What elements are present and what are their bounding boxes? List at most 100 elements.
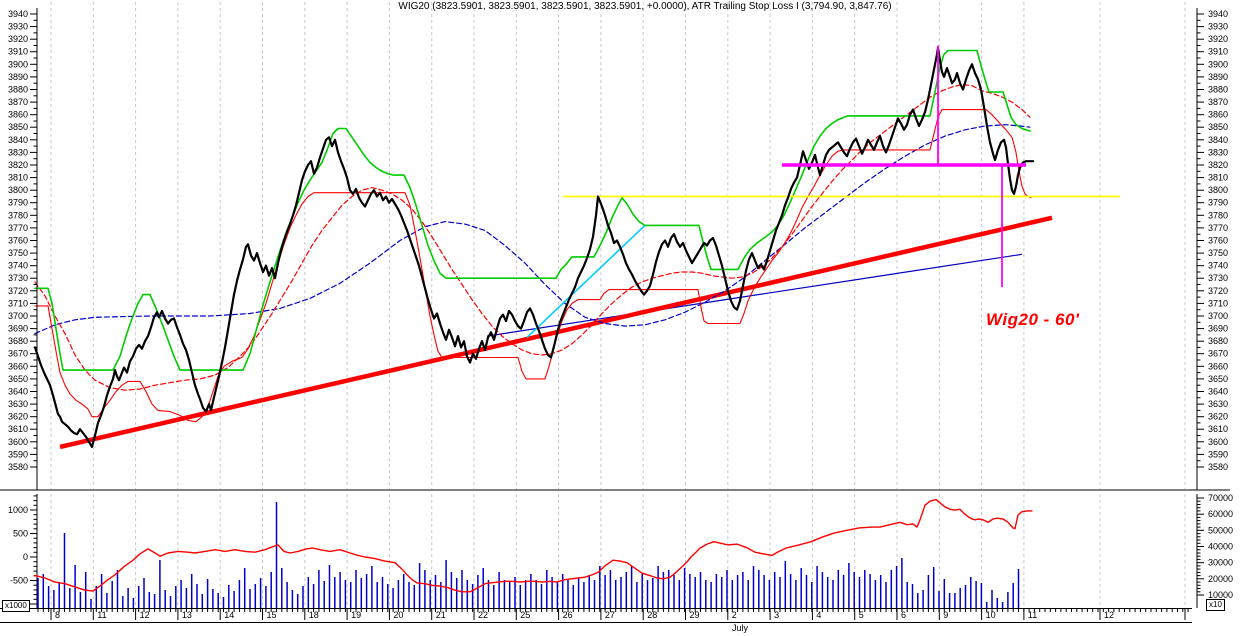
- svg-text:3800: 3800: [1208, 185, 1228, 195]
- red-atr-stop-series: [34, 109, 1032, 423]
- svg-text:-500: -500: [10, 576, 28, 586]
- svg-text:3940: 3940: [1208, 9, 1228, 19]
- svg-text:3890: 3890: [1208, 72, 1228, 82]
- svg-text:3610: 3610: [8, 424, 28, 434]
- svg-text:11: 11: [1028, 610, 1037, 620]
- svg-text:3810: 3810: [8, 173, 28, 183]
- svg-text:3650: 3650: [8, 374, 28, 384]
- svg-text:3760: 3760: [8, 236, 28, 246]
- svg-text:11: 11: [97, 610, 106, 620]
- month-label: July: [732, 623, 749, 633]
- blue-ma-dashed-series: [34, 124, 1031, 335]
- svg-text:0: 0: [23, 552, 28, 562]
- svg-text:9: 9: [943, 610, 948, 620]
- svg-text:26: 26: [563, 610, 573, 620]
- svg-text:3760: 3760: [1208, 236, 1228, 246]
- svg-text:3660: 3660: [1208, 361, 1228, 371]
- svg-text:3830: 3830: [8, 147, 28, 157]
- svg-text:20: 20: [393, 610, 403, 620]
- svg-text:3770: 3770: [8, 223, 28, 233]
- right-axis-multiplier: x10: [1206, 599, 1225, 611]
- trendlines: [59, 215, 1053, 450]
- svg-text:70000: 70000: [1208, 493, 1233, 503]
- svg-text:3650: 3650: [1208, 374, 1228, 384]
- svg-text:3820: 3820: [1208, 160, 1228, 170]
- svg-text:3750: 3750: [8, 248, 28, 258]
- svg-text:3920: 3920: [1208, 34, 1228, 44]
- svg-text:3740: 3740: [8, 261, 28, 271]
- svg-text:8: 8: [55, 610, 60, 620]
- svg-text:3620: 3620: [8, 412, 28, 422]
- svg-text:3730: 3730: [1208, 273, 1228, 283]
- red-ma-dashed-series: [34, 83, 1031, 391]
- svg-text:3790: 3790: [1208, 198, 1228, 208]
- svg-text:3770: 3770: [1208, 223, 1228, 233]
- svg-text:3920: 3920: [8, 34, 28, 44]
- svg-text:3710: 3710: [1208, 298, 1228, 308]
- cyan-trendline: [526, 224, 646, 338]
- svg-text:3800: 3800: [8, 185, 28, 195]
- svg-text:3940: 3940: [8, 9, 28, 19]
- magenta-marker-lines: [782, 45, 1026, 288]
- svg-text:3580: 3580: [1208, 462, 1228, 472]
- price-series: [33, 46, 1035, 448]
- svg-text:3660: 3660: [8, 361, 28, 371]
- svg-text:30000: 30000: [1208, 558, 1233, 568]
- svg-text:3670: 3670: [8, 349, 28, 359]
- day-gridlines: [50, 2, 1186, 607]
- svg-text:3730: 3730: [8, 273, 28, 283]
- svg-text:3710: 3710: [8, 298, 28, 308]
- svg-text:3700: 3700: [1208, 311, 1228, 321]
- chart-title: WIG20 (3823.5901, 3823.5901, 3823.5901, …: [398, 1, 892, 12]
- svg-text:21: 21: [436, 610, 446, 620]
- svg-text:3640: 3640: [1208, 387, 1228, 397]
- svg-text:4: 4: [816, 610, 821, 620]
- svg-text:3860: 3860: [8, 110, 28, 120]
- svg-text:3930: 3930: [8, 22, 28, 32]
- svg-text:3620: 3620: [1208, 412, 1228, 422]
- svg-text:3860: 3860: [1208, 110, 1228, 120]
- svg-text:3590: 3590: [1208, 449, 1228, 459]
- left-axis-multiplier: x1000: [2, 600, 30, 612]
- svg-text:22: 22: [478, 610, 488, 620]
- svg-text:29: 29: [690, 610, 700, 620]
- svg-text:3690: 3690: [1208, 324, 1228, 334]
- svg-text:12: 12: [140, 610, 150, 620]
- svg-text:3840: 3840: [8, 135, 28, 145]
- svg-text:3750: 3750: [1208, 248, 1228, 258]
- svg-text:1000: 1000: [8, 505, 28, 515]
- svg-text:3890: 3890: [8, 72, 28, 82]
- svg-text:20000: 20000: [1208, 574, 1233, 584]
- svg-text:3900: 3900: [8, 59, 28, 69]
- svg-text:3720: 3720: [8, 286, 28, 296]
- svg-text:3: 3: [774, 610, 779, 620]
- volume-bars: [37, 502, 1020, 608]
- svg-text:3850: 3850: [8, 122, 28, 132]
- svg-text:18: 18: [309, 610, 319, 620]
- svg-text:3810: 3810: [1208, 173, 1228, 183]
- svg-text:50000: 50000: [1208, 525, 1233, 535]
- svg-text:3870: 3870: [1208, 97, 1228, 107]
- svg-text:3600: 3600: [1208, 437, 1228, 447]
- svg-text:3880: 3880: [1208, 85, 1228, 95]
- svg-text:3780: 3780: [1208, 210, 1228, 220]
- svg-text:3790: 3790: [8, 198, 28, 208]
- chart-annotation: Wig20 - 60': [986, 310, 1080, 329]
- lower-panel-axes: -1000-5000500100010000200003000040000500…: [5, 493, 1233, 609]
- svg-text:3840: 3840: [1208, 135, 1228, 145]
- svg-text:500: 500: [13, 529, 28, 539]
- svg-text:3610: 3610: [1208, 424, 1228, 434]
- svg-text:3640: 3640: [8, 387, 28, 397]
- svg-text:3830: 3830: [1208, 147, 1228, 157]
- svg-text:5: 5: [859, 610, 864, 620]
- svg-text:12: 12: [1104, 610, 1114, 620]
- svg-text:19: 19: [351, 610, 361, 620]
- svg-text:3900: 3900: [1208, 59, 1228, 69]
- svg-text:10: 10: [986, 610, 996, 620]
- svg-text:3780: 3780: [8, 210, 28, 220]
- svg-text:3690: 3690: [8, 324, 28, 334]
- cumulative-volume-line: [34, 498, 1033, 593]
- svg-text:40000: 40000: [1208, 542, 1233, 552]
